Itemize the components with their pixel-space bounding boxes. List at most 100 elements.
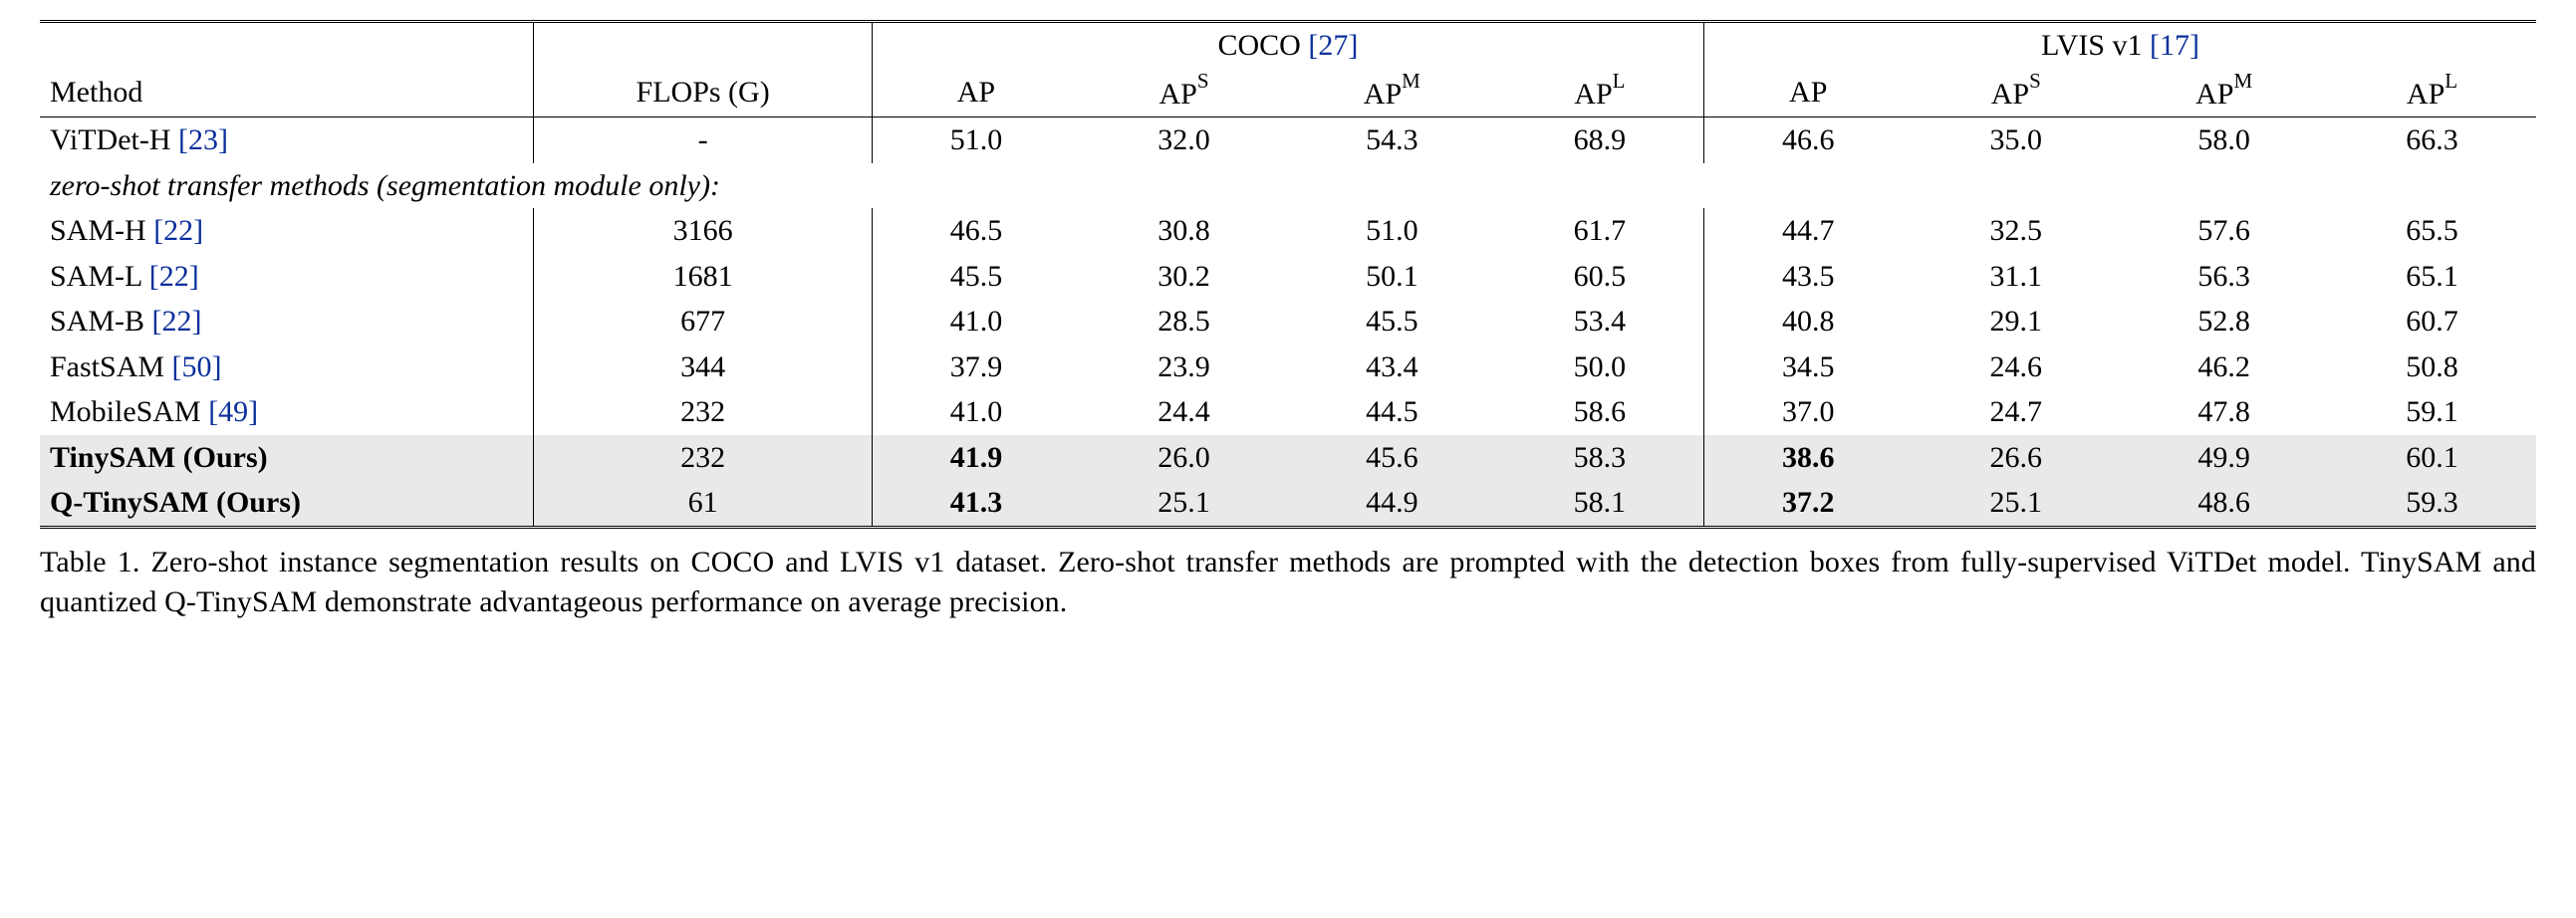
caption-text: Zero-shot instance segmentation results … xyxy=(40,546,2536,619)
cell-coco-ap: 46.5 xyxy=(872,208,1080,254)
header-flops: FLOPs (G) xyxy=(534,69,872,117)
cell-coco-apM: 44.9 xyxy=(1288,480,1496,527)
cell-coco-apM: 45.5 xyxy=(1288,299,1496,344)
table-body-top: ViTDet-H [23]-51.032.054.368.946.635.058… xyxy=(40,117,2536,163)
cell-lvis-ap: 37.0 xyxy=(1704,389,1913,435)
method-name: MobileSAM xyxy=(50,395,201,428)
cell-coco-apM: 45.6 xyxy=(1288,435,1496,481)
table-row: MobileSAM [49]23241.024.444.558.637.024.… xyxy=(40,389,2536,435)
cell-method: SAM-H [22] xyxy=(40,208,534,254)
cell-lvis-apM: 48.6 xyxy=(2120,480,2328,527)
cell-coco-apL: 50.0 xyxy=(1496,344,1704,390)
cell-coco-apS: 26.0 xyxy=(1080,435,1288,481)
method-cite: [49] xyxy=(208,395,258,428)
cell-lvis-apS: 25.1 xyxy=(1912,480,2120,527)
cell-lvis-apM: 57.6 xyxy=(2120,208,2328,254)
cell-coco-apS: 30.8 xyxy=(1080,208,1288,254)
cell-coco-apS: 30.2 xyxy=(1080,254,1288,300)
cell-lvis-ap: 38.6 xyxy=(1704,435,1913,481)
cell-coco-ap: 41.9 xyxy=(872,435,1080,481)
cell-lvis-ap: 34.5 xyxy=(1704,344,1913,390)
cell-lvis-apL: 59.3 xyxy=(2328,480,2536,527)
cell-lvis-apS: 31.1 xyxy=(1912,254,2120,300)
cell-coco-apS: 23.9 xyxy=(1080,344,1288,390)
cell-coco-apL: 58.1 xyxy=(1496,480,1704,527)
method-cite: [23] xyxy=(178,123,228,156)
header-blank-flops xyxy=(534,22,872,69)
cell-coco-ap: 51.0 xyxy=(872,117,1080,163)
cell-flops: 61 xyxy=(534,480,872,527)
section-row: zero-shot transfer methods (segmentation… xyxy=(40,163,2536,209)
cell-lvis-ap: 43.5 xyxy=(1704,254,1913,300)
lvis-name: LVIS v1 xyxy=(2041,29,2142,62)
cell-flops: 1681 xyxy=(534,254,872,300)
cell-lvis-apL: 60.1 xyxy=(2328,435,2536,481)
cell-coco-ap: 45.5 xyxy=(872,254,1080,300)
cell-lvis-ap: 46.6 xyxy=(1704,117,1913,163)
header-row-1: COCO [27] LVIS v1 [17] xyxy=(40,22,2536,69)
lvis-cite: [17] xyxy=(2150,29,2199,62)
cell-lvis-apS: 35.0 xyxy=(1912,117,2120,163)
cell-lvis-apM: 56.3 xyxy=(2120,254,2328,300)
cell-lvis-apM: 46.2 xyxy=(2120,344,2328,390)
cell-coco-apL: 53.4 xyxy=(1496,299,1704,344)
method-name: SAM-H xyxy=(50,214,146,247)
cell-lvis-apL: 65.5 xyxy=(2328,208,2536,254)
header-lvis-apM: APM xyxy=(2120,69,2328,117)
cell-coco-apL: 58.6 xyxy=(1496,389,1704,435)
caption-label: Table 1. xyxy=(40,546,139,578)
cell-coco-apS: 25.1 xyxy=(1080,480,1288,527)
cell-lvis-apL: 66.3 xyxy=(2328,117,2536,163)
table-caption: Table 1. Zero-shot instance segmentation… xyxy=(40,543,2536,623)
cell-lvis-apL: 60.7 xyxy=(2328,299,2536,344)
table-row: TinySAM (Ours)23241.926.045.658.338.626.… xyxy=(40,435,2536,481)
cell-lvis-ap: 44.7 xyxy=(1704,208,1913,254)
method-name: SAM-B xyxy=(50,305,144,338)
cell-coco-apS: 32.0 xyxy=(1080,117,1288,163)
cell-lvis-apS: 24.7 xyxy=(1912,389,2120,435)
method-cite: [50] xyxy=(172,350,222,383)
cell-method: TinySAM (Ours) xyxy=(40,435,534,481)
cell-coco-apL: 68.9 xyxy=(1496,117,1704,163)
table-row: FastSAM [50]34437.923.943.450.034.524.64… xyxy=(40,344,2536,390)
cell-lvis-apL: 50.8 xyxy=(2328,344,2536,390)
header-lvis-apL: APL xyxy=(2328,69,2536,117)
header-coco: COCO [27] xyxy=(872,22,1703,69)
cell-method: FastSAM [50] xyxy=(40,344,534,390)
cell-coco-apM: 51.0 xyxy=(1288,208,1496,254)
header-coco-apS: APS xyxy=(1080,69,1288,117)
header-coco-ap: AP xyxy=(872,69,1080,117)
cell-coco-apM: 50.1 xyxy=(1288,254,1496,300)
header-lvis-ap: AP xyxy=(1704,69,1913,117)
cell-lvis-apM: 49.9 xyxy=(2120,435,2328,481)
cell-coco-ap: 41.0 xyxy=(872,389,1080,435)
table-row: ViTDet-H [23]-51.032.054.368.946.635.058… xyxy=(40,117,2536,163)
header-method: Method xyxy=(40,69,534,117)
cell-coco-apM: 43.4 xyxy=(1288,344,1496,390)
cell-method: MobileSAM [49] xyxy=(40,389,534,435)
cell-flops: 232 xyxy=(534,435,872,481)
cell-coco-apS: 24.4 xyxy=(1080,389,1288,435)
cell-lvis-apS: 24.6 xyxy=(1912,344,2120,390)
cell-lvis-apL: 59.1 xyxy=(2328,389,2536,435)
cell-coco-ap: 41.3 xyxy=(872,480,1080,527)
cell-coco-apS: 28.5 xyxy=(1080,299,1288,344)
cell-flops: 344 xyxy=(534,344,872,390)
cell-lvis-ap: 37.2 xyxy=(1704,480,1913,527)
method-name: ViTDet-H xyxy=(50,123,171,156)
table-container: COCO [27] LVIS v1 [17] Method FLOPs (G) … xyxy=(40,20,2536,623)
results-table: COCO [27] LVIS v1 [17] Method FLOPs (G) … xyxy=(40,20,2536,529)
method-cite: [22] xyxy=(149,260,199,293)
table-row: SAM-H [22]316646.530.851.061.744.732.557… xyxy=(40,208,2536,254)
cell-coco-apM: 54.3 xyxy=(1288,117,1496,163)
cell-flops: 3166 xyxy=(534,208,872,254)
cell-coco-ap: 41.0 xyxy=(872,299,1080,344)
header-lvis: LVIS v1 [17] xyxy=(1704,22,2536,69)
table-row: SAM-B [22]67741.028.545.553.440.829.152.… xyxy=(40,299,2536,344)
table-row: Q-TinySAM (Ours)6141.325.144.958.137.225… xyxy=(40,480,2536,527)
header-blank-method xyxy=(40,22,534,69)
header-coco-apM: APM xyxy=(1288,69,1496,117)
cell-lvis-apM: 58.0 xyxy=(2120,117,2328,163)
table-row: SAM-L [22]168145.530.250.160.543.531.156… xyxy=(40,254,2536,300)
cell-coco-ap: 37.9 xyxy=(872,344,1080,390)
